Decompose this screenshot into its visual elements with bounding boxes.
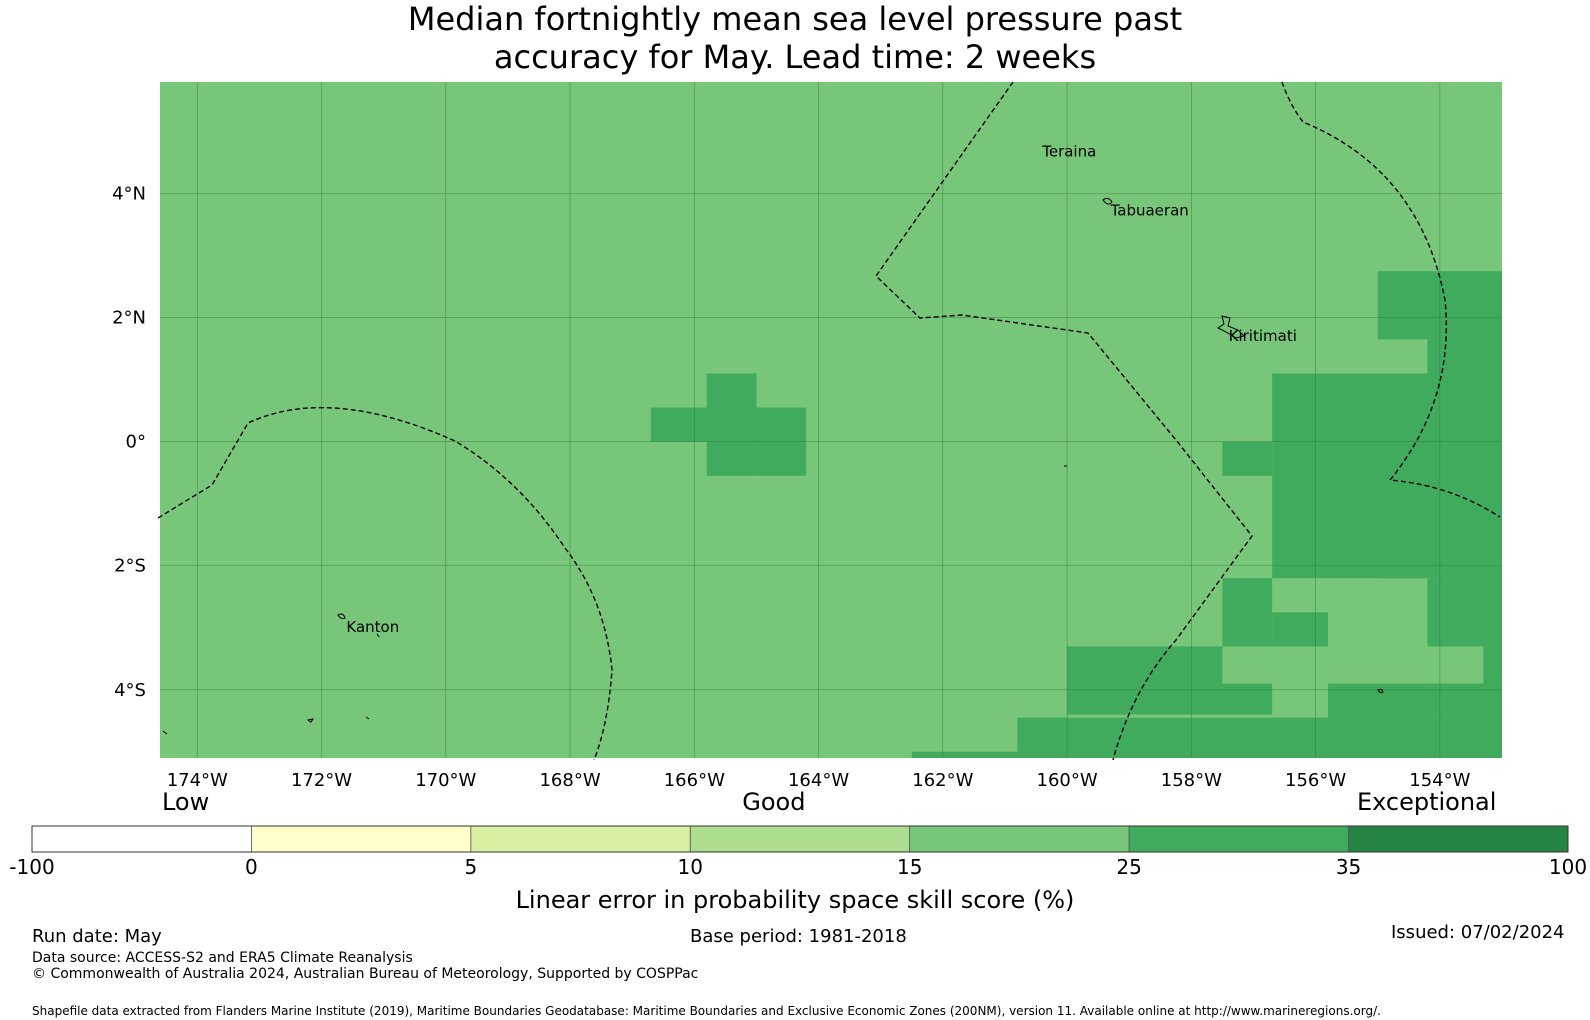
colorbar-frame <box>31 825 1569 853</box>
colorbar-segment <box>1348 825 1569 853</box>
data-source: Data source: ACCESS-S2 and ERA5 Climate … <box>32 950 413 966</box>
colorbar-segment <box>1128 825 1349 853</box>
island-jarvis <box>1377 688 1384 694</box>
map-title-line2: accuracy for May. Lead time: 2 weeks <box>493 38 1097 76</box>
skill-cell <box>1067 683 1273 715</box>
skill-cell <box>1377 544 1428 579</box>
skill-cell <box>1427 339 1502 579</box>
map-title-line1: Median fortnightly mean sea level pressu… <box>407 0 1183 38</box>
skill-cell <box>706 373 757 476</box>
longitude-label: 170°W <box>415 770 476 791</box>
island-outlines <box>162 197 1384 735</box>
island-small-1 <box>306 718 315 723</box>
skill-cell <box>1328 683 1428 718</box>
skill-cell <box>1067 646 1223 684</box>
colorbar-tick-label: -100 <box>9 855 55 879</box>
place-label: Kanton <box>346 618 399 636</box>
colorbar-tick-label: 5 <box>464 855 478 879</box>
skill-cell <box>1017 717 1502 758</box>
island-small-3 <box>162 730 168 735</box>
longitude-label: 168°W <box>539 770 600 791</box>
colorbar-label: Linear error in probability space skill … <box>515 886 1075 914</box>
skill-cells <box>160 82 1502 758</box>
latitude-label: 4°S <box>114 680 146 701</box>
skill-cell <box>911 751 1018 758</box>
axis-tick-labels: 174°W 172°W 170°W 168°W 166°W 164°W 162°W 160°W… <box>112 184 1471 791</box>
skill-cell <box>1222 578 1273 647</box>
latitude-label: 2°S <box>114 556 146 577</box>
skill-cell <box>1427 683 1502 718</box>
map-title: Median fortnightly mean sea level pressu… <box>0 0 1590 76</box>
colorbar-category-label: Low <box>161 788 210 816</box>
longitude-label: 158°W <box>1161 770 1222 791</box>
colorbar-category-label: Good <box>742 788 806 816</box>
latitude-label: 4°N <box>112 184 146 205</box>
eez-boundary-line-islands <box>875 81 1253 761</box>
base-period: Base period: 1981-2018 <box>690 926 907 947</box>
skill-cell <box>1483 646 1502 684</box>
colorbar-segment <box>689 825 911 853</box>
eez-boundary-kiritimati <box>1281 81 1501 518</box>
island-small-4 <box>376 633 380 638</box>
longitude-label: 160°W <box>1037 770 1098 791</box>
skill-cell <box>650 407 707 442</box>
colorbar-tick-label: 0 <box>245 855 258 879</box>
colorbar-tick-label: 10 <box>677 855 704 879</box>
island-kanton <box>337 613 346 620</box>
eez-boundaries <box>157 81 1501 761</box>
eez-boundary-kanton <box>157 406 613 761</box>
colorbar-tick-label: 35 <box>1335 855 1362 879</box>
colorbar-category-label: Exceptional <box>1356 788 1497 816</box>
island-small-2 <box>365 716 370 720</box>
longitude-label: 174°W <box>167 770 228 791</box>
issued-date: Issued: 07/02/2024 <box>1391 922 1565 943</box>
place-labels: Teraina Tabuaeran Kiritimati Kanton <box>346 142 1296 636</box>
longitude-label: 154°W <box>1409 770 1470 791</box>
longitude-label: 164°W <box>788 770 849 791</box>
longitude-label: 166°W <box>664 770 725 791</box>
island-kiritimati <box>1217 315 1245 339</box>
colorbar-segment <box>909 825 1130 853</box>
colorbar-tick-label: 15 <box>896 855 923 879</box>
colorbar-tick-label: 100 <box>1548 855 1588 879</box>
colorbar-tick-label: 25 <box>1116 855 1142 879</box>
place-label: Kiritimati <box>1229 327 1297 345</box>
place-label: Tabuaeran <box>1110 201 1189 219</box>
colorbar-segment <box>251 825 472 853</box>
colorbar-segment <box>31 825 252 853</box>
copyright: © Commonwealth of Australia 2024, Austra… <box>32 966 699 982</box>
island-tabuaeran <box>1102 197 1113 205</box>
graticule <box>160 82 1502 758</box>
skill-cell <box>1272 612 1329 647</box>
run-date: Run date: May <box>32 926 162 947</box>
colorbar-segment <box>470 825 691 853</box>
colorbar <box>31 825 1569 853</box>
place-label: Teraina <box>1041 142 1096 160</box>
latitude-label: 2°N <box>112 308 146 329</box>
latitude-label: 0° <box>126 432 146 453</box>
longitude-label: 156°W <box>1285 770 1346 791</box>
skill-cell <box>1222 441 1273 476</box>
longitude-label: 172°W <box>291 770 352 791</box>
longitude-label: 162°W <box>912 770 973 791</box>
skill-cell <box>1427 578 1502 647</box>
shapefile-credit: Shapefile data extracted from Flanders M… <box>32 1004 1381 1018</box>
